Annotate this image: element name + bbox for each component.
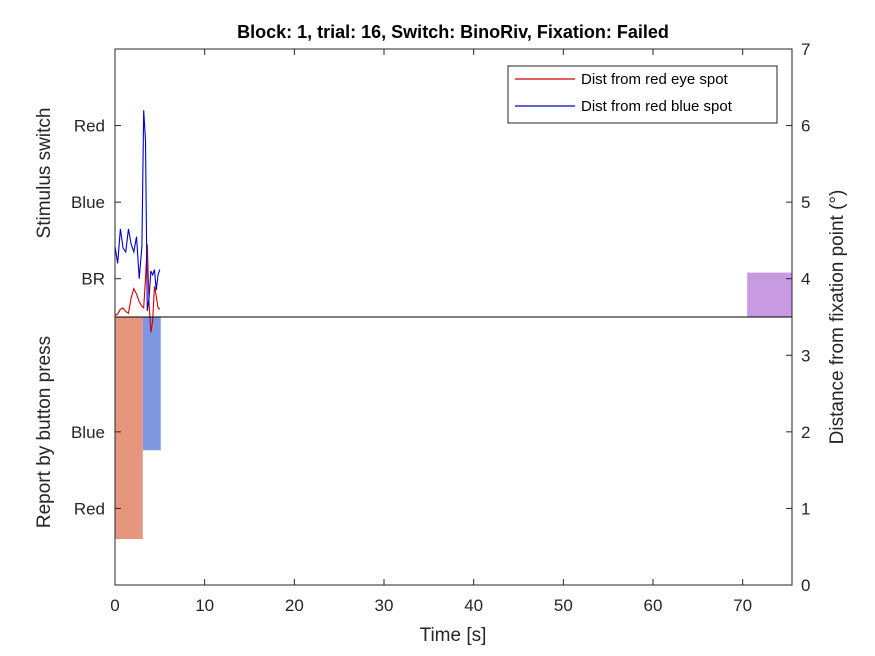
y-right-tick-label: 1	[801, 499, 810, 518]
legend: Dist from red eye spot Dist from red blu…	[507, 65, 778, 124]
y-axis-label-right: Distance from fixation point (°)	[827, 190, 848, 445]
y-left-tick-label: Blue	[71, 423, 105, 442]
x-tick-label: 10	[195, 596, 214, 615]
patch-blue-1	[142, 317, 161, 451]
y-right-tick-label: 0	[801, 576, 810, 595]
x-tick-label: 40	[464, 596, 483, 615]
series-layer	[114, 110, 161, 333]
patch-red-0	[115, 317, 143, 540]
y-right-tick-label: 5	[801, 193, 810, 212]
x-axis-label: Time [s]	[420, 625, 487, 646]
legend-label-red-eye: Dist from red eye spot	[581, 71, 729, 88]
y-right-tick-label: 3	[801, 346, 810, 365]
series-line-1	[114, 110, 161, 311]
y-right-tick-label: 4	[801, 270, 810, 289]
y-right-tick-label: 6	[801, 117, 810, 136]
y-left-tick-label: Red	[74, 117, 105, 136]
patch-layer	[115, 272, 792, 540]
y-left-tick-label: Red	[74, 499, 105, 518]
tick-layer: 0 10 20 30 40 50 60 70 0 1 2 3 4 5 6 7 Red Blue BR Blue Red	[71, 40, 811, 615]
y-right-tick-label: 7	[801, 40, 810, 59]
x-tick-label: 50	[554, 596, 573, 615]
y-left-tick-label: Blue	[71, 193, 105, 212]
series-line-0	[114, 244, 161, 333]
x-tick-label: 70	[733, 596, 752, 615]
y-axis-label-lower: Report by button press	[34, 336, 55, 528]
plot-border	[114, 48, 793, 586]
patch-br-2	[747, 272, 792, 317]
x-tick-label: 0	[110, 596, 119, 615]
chart-title: Block: 1, trial: 16, Switch: BinoRiv, Fi…	[237, 22, 669, 42]
legend-box	[507, 65, 778, 124]
y-left-tick-label: BR	[81, 270, 105, 289]
y-right-tick-label: 2	[801, 423, 810, 442]
x-tick-label: 20	[285, 596, 304, 615]
x-tick-label: 60	[644, 596, 663, 615]
y-axis-label-upper: Stimulus switch	[34, 108, 55, 239]
legend-label-blue-spot: Dist from red blue spot	[581, 98, 733, 115]
x-tick-label: 30	[375, 596, 394, 615]
